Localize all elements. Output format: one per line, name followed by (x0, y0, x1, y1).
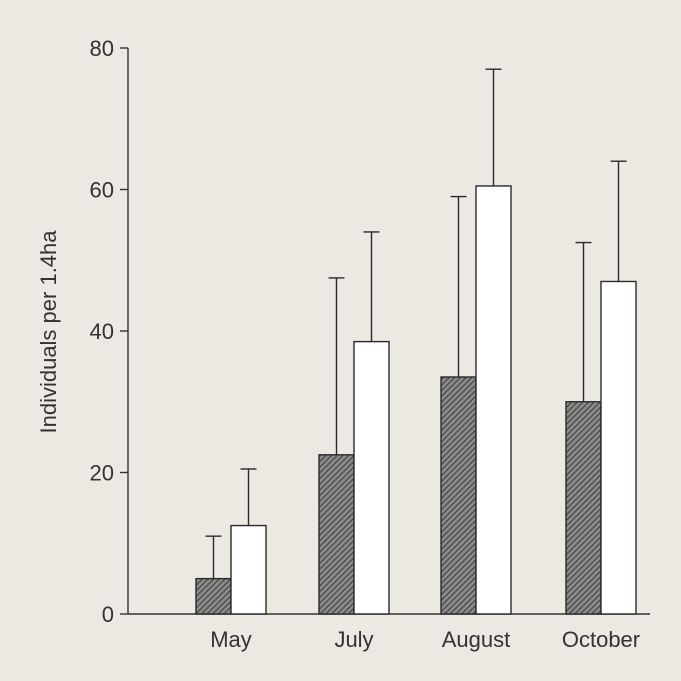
y-tick-label: 20 (90, 461, 114, 486)
x-tick-label: May (210, 627, 252, 652)
bar-open (353, 340, 390, 615)
y-tick-label: 60 (90, 178, 114, 203)
bar-hatched (318, 454, 355, 615)
bar-hatched (565, 401, 602, 615)
bar-open (600, 280, 637, 615)
x-tick-label: July (334, 627, 373, 652)
x-tick-label: October (562, 627, 640, 652)
bar-open (230, 524, 267, 615)
y-axis-label: Individuals per 1.4ha (36, 230, 61, 434)
bar-hatched (440, 376, 477, 615)
plot-area: 0 20 40 60 80 May July August October (90, 36, 650, 652)
y-tick-label: 0 (102, 602, 114, 627)
bar-hatched (195, 577, 232, 615)
y-tick-label: 80 (90, 36, 114, 61)
y-tick-label: 40 (90, 319, 114, 344)
bar-open (475, 185, 512, 615)
x-tick-label: August (442, 627, 511, 652)
